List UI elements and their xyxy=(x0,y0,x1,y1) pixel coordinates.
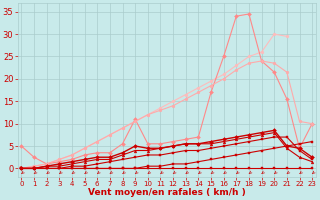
X-axis label: Vent moyen/en rafales ( km/h ): Vent moyen/en rafales ( km/h ) xyxy=(88,188,246,197)
